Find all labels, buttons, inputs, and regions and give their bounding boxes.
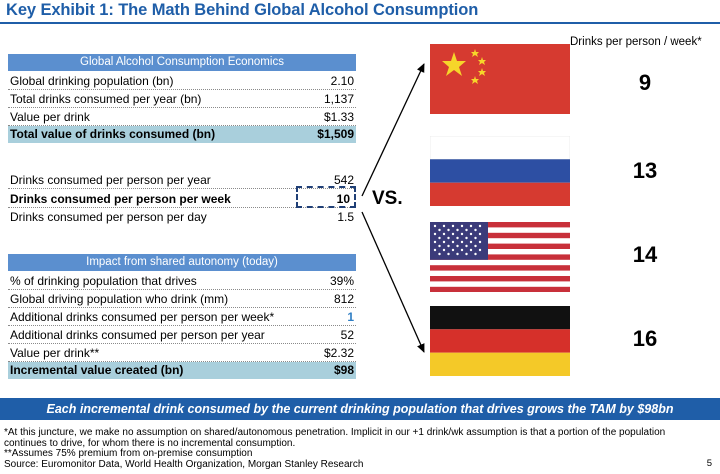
- row-value: 39%: [329, 274, 354, 288]
- table-row: Global drinking population (bn) 2.10: [8, 73, 356, 90]
- vs-label: VS.: [372, 188, 403, 209]
- row-value: 52: [340, 328, 354, 342]
- table-row: Drinks consumed per person per day 1.5: [8, 209, 356, 226]
- usa-drinks-value: 14: [632, 242, 658, 267]
- russia-drinks-value: 13: [632, 158, 658, 183]
- table-row: % of drinking population that drives 39%: [8, 273, 356, 290]
- row-label: Total value of drinks consumed (bn): [10, 127, 216, 141]
- row-label: Drinks consumed per person per week: [10, 192, 231, 206]
- table-row: Global driving population who drink (mm)…: [8, 291, 356, 308]
- germany-flag-icon: [430, 306, 570, 376]
- total-row: Total value of drinks consumed (bn) $1,5…: [8, 126, 356, 143]
- highlight-row: Drinks consumed per person per week 10: [8, 191, 356, 208]
- usa-flag-icon: [430, 222, 570, 292]
- row-value: 542: [333, 173, 354, 187]
- row-value: 1,137: [323, 92, 354, 106]
- china-flag-icon: [430, 44, 570, 114]
- row-label: Value per drink: [10, 110, 90, 124]
- row-value: $1.33: [323, 110, 354, 124]
- row-value: 10: [336, 192, 350, 206]
- row-label: % of drinking population that drives: [10, 274, 197, 288]
- economics-table-header: Global Alcohol Consumption Economics: [8, 54, 356, 71]
- footnote-3: **Assumes 75% premium from on-premise co…: [4, 448, 253, 459]
- row-value: 1: [347, 310, 354, 324]
- footnote-1: *At this juncture, we make no assumption…: [4, 427, 666, 438]
- row-label: Drinks consumed per person per day: [10, 210, 207, 224]
- row-label: Drinks consumed per person per year: [10, 173, 211, 187]
- row-label: Additional drinks consumed per person pe…: [10, 310, 275, 324]
- row-label: Global drinking population (bn): [10, 74, 174, 88]
- impact-table-header: Impact from shared autonomy (today): [8, 254, 356, 271]
- page-number: 5: [706, 458, 712, 469]
- china-drinks-value: 9: [638, 70, 652, 95]
- title-rule: [0, 22, 720, 24]
- row-value: $1,509: [317, 127, 354, 141]
- germany-drinks-value: 16: [632, 326, 658, 351]
- comparison-header: Drinks per person / week*: [570, 36, 702, 48]
- row-label: Total drinks consumed per year (bn): [10, 92, 202, 106]
- footnote-2: continues to drive, for whom there is no…: [4, 437, 296, 449]
- row-value: 812: [333, 292, 354, 306]
- arrow-to-china: [361, 63, 425, 197]
- table-row: Value per drink $1.33: [8, 109, 356, 126]
- table-row: Total drinks consumed per year (bn) 1,13…: [8, 91, 356, 108]
- arrow-to-germany: [361, 211, 425, 353]
- table-row: Value per drink** $2.32: [8, 345, 356, 362]
- row-value: 2.10: [330, 74, 354, 88]
- row-value: $98: [333, 363, 354, 377]
- row-label: Global driving population who drink (mm): [10, 292, 229, 306]
- table-row: Drinks consumed per person per year 542: [8, 172, 356, 189]
- highlight-dashed-box: [296, 186, 356, 208]
- page-title: Key Exhibit 1: The Math Behind Global Al…: [6, 1, 479, 19]
- row-label: Value per drink**: [10, 346, 100, 360]
- total-row: Incremental value created (bn) $98: [8, 362, 356, 379]
- row-value: 1.5: [337, 210, 354, 224]
- table-row: Additional drinks consumed per person pe…: [8, 309, 356, 326]
- row-label: Incremental value created (bn): [10, 363, 184, 377]
- russia-flag-icon: [430, 136, 570, 206]
- source-note: Source: Euromonitor Data, World Health O…: [4, 458, 364, 470]
- row-value: $2.32: [323, 346, 354, 360]
- table-row: Additional drinks consumed per person pe…: [8, 327, 356, 344]
- summary-banner: Each incremental drink consumed by the c…: [0, 398, 720, 420]
- row-label: Additional drinks consumed per person pe…: [10, 328, 265, 342]
